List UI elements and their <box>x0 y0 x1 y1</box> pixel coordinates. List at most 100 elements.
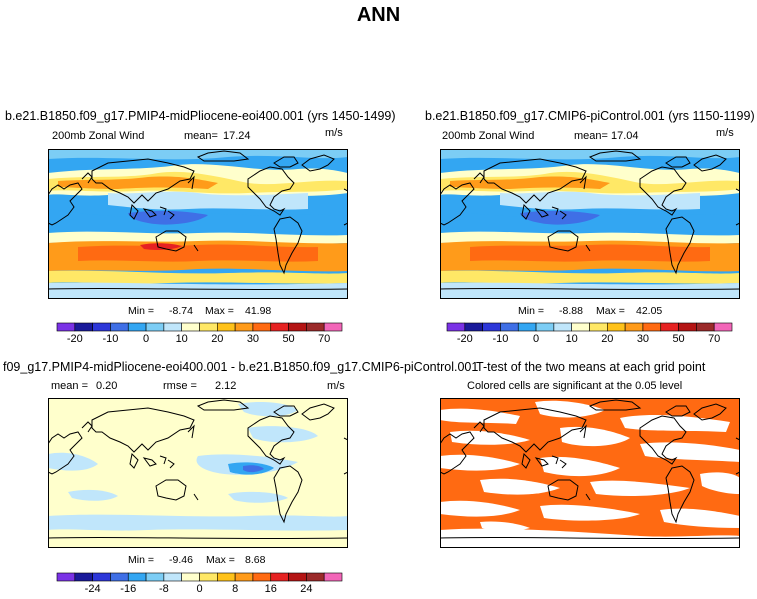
map-frame <box>440 149 740 299</box>
coastline <box>273 156 299 168</box>
coastline <box>247 415 295 465</box>
coastline <box>665 465 695 524</box>
colorbar-swatch <box>696 322 715 332</box>
colorbar-swatch <box>217 572 236 582</box>
mean-value-bl: 0.20 <box>96 380 118 392</box>
tropical-easterlies <box>48 209 348 234</box>
insignificant-area <box>540 456 620 477</box>
sh-jet-max <box>140 243 182 250</box>
min-label-bl: Min = <box>128 554 154 566</box>
map-frame <box>48 398 348 548</box>
insignificant-area <box>700 472 740 494</box>
colorbar-swatch <box>446 322 466 332</box>
max-value-tl: 41.98 <box>245 305 272 317</box>
subtropic-pale <box>108 191 308 210</box>
colorbar-swatch <box>127 322 147 332</box>
coastline <box>588 399 642 411</box>
coastline <box>187 424 199 501</box>
units-tl: m/s <box>325 127 343 139</box>
colorbar-swatch <box>92 572 111 582</box>
diff-patch <box>48 452 98 471</box>
colorbar-swatch <box>642 322 662 332</box>
coastline <box>551 455 567 469</box>
colorbar-swatch <box>92 322 111 332</box>
colorbar-tick-label: 8 <box>232 583 239 595</box>
coastline <box>81 172 93 184</box>
colorbar-tick-label: 0 <box>143 333 150 345</box>
coastline <box>665 216 695 275</box>
zonal-wind-map-picontrol <box>440 149 740 299</box>
colorbar-tick-label: 30 <box>246 333 260 345</box>
coastline <box>159 455 175 469</box>
coastline <box>273 216 303 275</box>
coastline <box>693 403 727 421</box>
coastline <box>639 166 687 216</box>
coastlines <box>440 399 740 540</box>
coastlines <box>48 150 348 291</box>
colorbar-tick-label: 70 <box>708 333 721 345</box>
coastline <box>81 421 93 433</box>
colorbar-swatch <box>288 572 307 582</box>
coastline <box>48 536 348 540</box>
colorbar-swatch <box>199 322 218 332</box>
coastline <box>301 154 335 172</box>
max-label-tl: Max = <box>205 305 234 317</box>
colorbar-swatch <box>517 322 537 332</box>
max-value-bl: 8.68 <box>245 554 266 566</box>
coastline <box>483 158 587 204</box>
diff-patch <box>228 491 288 503</box>
coastline <box>665 405 691 417</box>
units-bl: m/s <box>327 380 345 392</box>
colorbar-tick-label: 30 <box>636 333 650 345</box>
colorbar-swatch <box>181 322 200 332</box>
colorbar-swatch <box>110 572 129 582</box>
colorbar-swatch <box>713 322 733 332</box>
coastline <box>273 465 303 524</box>
colorbar-tick-label: -16 <box>120 583 137 595</box>
coastline <box>440 287 740 291</box>
colorbar-swatch <box>323 322 343 332</box>
wind-bands <box>440 149 740 299</box>
coastline <box>48 431 83 475</box>
colorbar-swatch <box>306 572 325 582</box>
coastline <box>521 203 531 220</box>
coastline <box>91 158 195 204</box>
coastlines <box>440 150 740 291</box>
sh-jet-core <box>470 244 710 262</box>
colorbar-swatch <box>571 322 590 332</box>
colorbar-tick-label: 20 <box>211 333 224 345</box>
colorbar-swatch <box>306 322 325 332</box>
insignificant-area <box>440 500 520 517</box>
coastline <box>196 150 250 162</box>
coastline <box>48 182 83 226</box>
colorbar-tick-label: 0 <box>196 583 203 595</box>
coastlines <box>48 399 348 540</box>
diff-patch <box>248 426 318 443</box>
mean-label-tr: mean= <box>574 130 608 142</box>
coastline <box>483 407 587 453</box>
subtropic-pale <box>500 191 700 210</box>
mean-value-tl: 17.24 <box>223 130 251 142</box>
colorbar-swatch <box>127 572 147 582</box>
colorbar-swatch <box>589 322 608 332</box>
colorbar-swatch <box>624 322 644 332</box>
colorbar-swatch <box>607 322 626 332</box>
colorbar-swatch <box>145 322 165 332</box>
coastline <box>273 405 299 417</box>
polar-band <box>48 149 348 160</box>
sh-jet-edge <box>440 270 740 284</box>
colorbar-swatch <box>270 322 289 332</box>
sh-subtropic-pale <box>48 231 348 244</box>
panel-title-tr: b.e21.B1850.f09_g17.CMIP6-piControl.001 … <box>425 109 755 123</box>
zonal-wind-map-pliocene <box>48 149 348 299</box>
colorbar-swatch <box>482 322 501 332</box>
colorbar-tick-label: 16 <box>264 583 277 595</box>
ttest-significance-map <box>440 398 740 548</box>
colorbar-tick-label: 10 <box>565 333 578 345</box>
colorbar-tick-label: 10 <box>175 333 188 345</box>
coastline <box>440 431 475 475</box>
colorbar-swatch <box>678 322 697 332</box>
colorbar-tick-label: -20 <box>456 333 473 345</box>
sh-jet-core <box>78 244 318 262</box>
sh-subtropic-pale <box>440 231 740 244</box>
